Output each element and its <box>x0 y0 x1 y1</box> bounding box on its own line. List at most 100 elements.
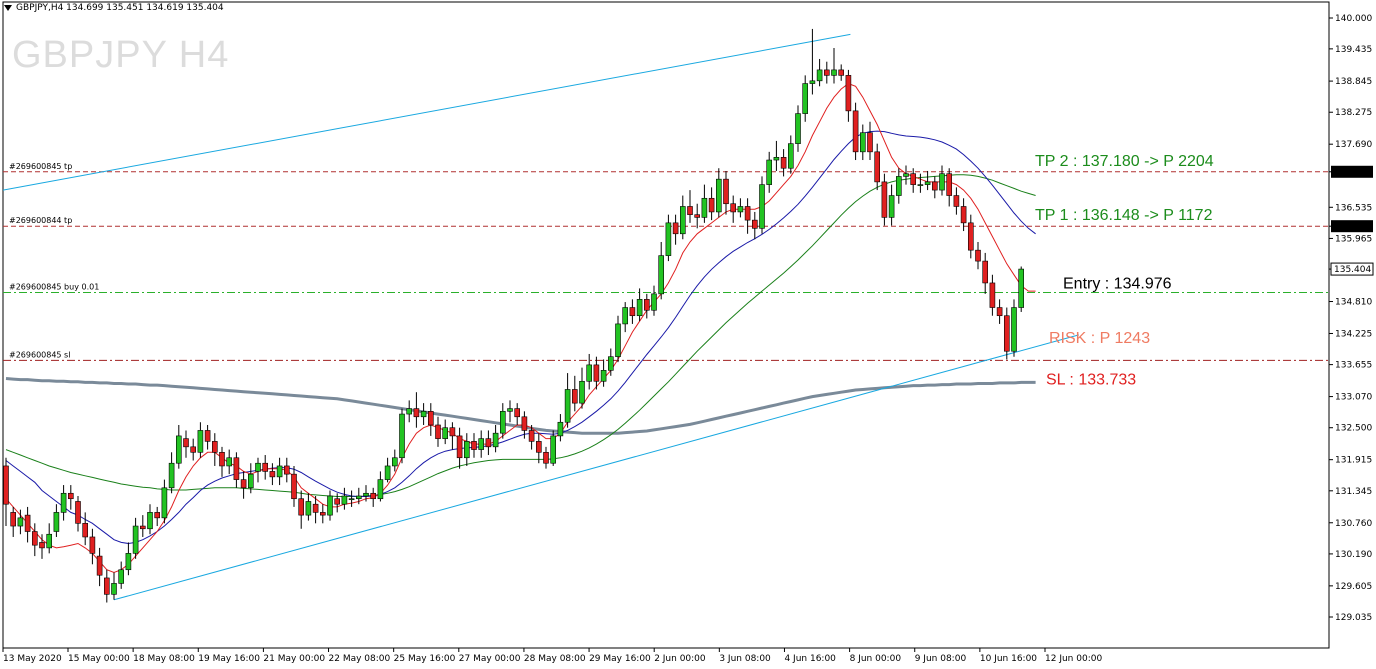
candle-body <box>291 473 297 500</box>
candle-body <box>960 206 967 224</box>
candle-body <box>838 69 845 76</box>
candle-body <box>226 457 232 467</box>
moving-averages <box>5 83 1036 574</box>
candle-body <box>125 553 132 571</box>
candle-body <box>903 173 909 177</box>
candle-body <box>463 441 470 459</box>
candle-body <box>975 249 981 262</box>
price-tick-label: 130.760 <box>1335 519 1372 529</box>
time-tick-label: 22 May 08:00 <box>329 654 391 664</box>
candle-body <box>435 424 441 439</box>
candle-body <box>607 356 614 371</box>
candle-body <box>53 512 60 532</box>
risk-annotation: RISK : P 1243 <box>1049 330 1150 347</box>
candle-body <box>276 465 283 478</box>
candle-body <box>377 479 384 500</box>
symbol-header: GBPJPY,H4 134.699 135.451 134.619 135.40… <box>4 3 224 13</box>
level-label-entry: #269600845 buy 0.01 <box>9 282 99 291</box>
candle-body <box>917 184 924 186</box>
candle-body <box>111 583 117 595</box>
price-tick-label: 130.190 <box>1335 550 1372 560</box>
tp1-price-tag: 136.189 <box>1334 222 1371 232</box>
price-axis[interactable]: 140.000 139.435 138.845 138.275 137.690 137.1… <box>1329 14 1374 623</box>
candle-body <box>586 364 593 382</box>
candle-body <box>982 260 989 284</box>
candle-body <box>780 157 787 169</box>
candle-body <box>629 307 636 317</box>
candle-body <box>823 69 830 76</box>
candle-body <box>212 441 218 453</box>
candle-body <box>89 536 96 554</box>
candle-body <box>168 462 175 489</box>
candle-body <box>75 501 81 524</box>
candle-body <box>550 435 557 464</box>
candle-body <box>478 438 485 450</box>
level-label-sl: #269600845 sl <box>9 350 70 359</box>
time-tick-label: 18 May 08:00 <box>133 654 195 664</box>
candle-body <box>672 222 679 235</box>
candle-body <box>759 184 765 229</box>
price-tick-label: 139.435 <box>1335 45 1372 55</box>
candle-body <box>766 159 773 185</box>
ma-mid-line <box>5 130 1036 545</box>
candle-body <box>895 176 902 196</box>
candle-body <box>334 498 341 505</box>
level-lines: #269600845 tp #269600844 tp #269600845 buy… <box>3 162 1329 361</box>
candle-body <box>39 542 45 549</box>
time-tick-label: 3 Jun 08:00 <box>719 654 771 664</box>
time-tick-label: 25 May 16:00 <box>394 654 456 664</box>
price-tick-label: 134.810 <box>1335 298 1372 308</box>
time-tick-label: 19 May 16:00 <box>198 654 260 664</box>
dropdown-triangle-icon[interactable] <box>4 4 12 11</box>
candle-body <box>1018 268 1025 308</box>
candle-body <box>730 203 737 213</box>
price-tick-label: 134.225 <box>1335 329 1372 339</box>
candle-body <box>319 512 326 516</box>
candle-body <box>622 307 629 325</box>
candle-body <box>355 495 362 500</box>
candle-body <box>571 389 578 404</box>
candle-body <box>348 498 355 501</box>
candle-body <box>427 411 434 426</box>
trend-channel[interactable] <box>2 33 1079 601</box>
candle-body <box>420 411 427 418</box>
candle-body <box>471 441 477 450</box>
candle-body <box>499 411 506 434</box>
candle-body <box>1011 307 1017 352</box>
candle-body <box>651 293 657 311</box>
candle-body <box>190 446 196 453</box>
tp1-price-tag-bg <box>1331 220 1373 233</box>
tp2-price-tag-bg <box>1331 165 1373 178</box>
candle-body <box>924 181 931 185</box>
candle-body <box>269 471 276 478</box>
candle-body <box>888 195 895 218</box>
candle-body <box>773 157 780 161</box>
plot-border <box>2 1 1330 649</box>
candle-body <box>528 430 535 442</box>
candle-body <box>593 364 600 382</box>
candle-body <box>248 473 254 489</box>
price-tick-label: 131.345 <box>1335 487 1372 497</box>
candle-body <box>341 495 348 505</box>
candle-body <box>240 479 247 489</box>
channel-upper-line[interactable] <box>2 33 851 191</box>
symbol-watermark: GBPJPY H4 <box>12 34 230 76</box>
candle-body <box>687 206 693 215</box>
candle-body <box>543 451 549 464</box>
time-axis[interactable]: 13 May 2020 15 May 00:00 18 May 08:00 19 Ma… <box>2 648 1102 664</box>
channel-lower-line[interactable] <box>113 334 1079 601</box>
candle-body <box>492 432 499 448</box>
candle-body <box>68 492 74 500</box>
candle-body <box>219 451 225 467</box>
time-tick-label: 4 Jun 16:00 <box>784 654 836 664</box>
time-tick-label: 10 Jun 16:00 <box>980 654 1037 664</box>
entry-annotation: Entry : 134.976 <box>1063 275 1172 292</box>
candle-body <box>154 512 160 519</box>
last-price-tag-bg <box>1330 262 1374 276</box>
candle-body <box>10 512 16 527</box>
candle-body <box>694 214 701 218</box>
candle-body <box>931 181 938 191</box>
candle-body <box>96 555 103 576</box>
candle-body <box>564 389 571 423</box>
